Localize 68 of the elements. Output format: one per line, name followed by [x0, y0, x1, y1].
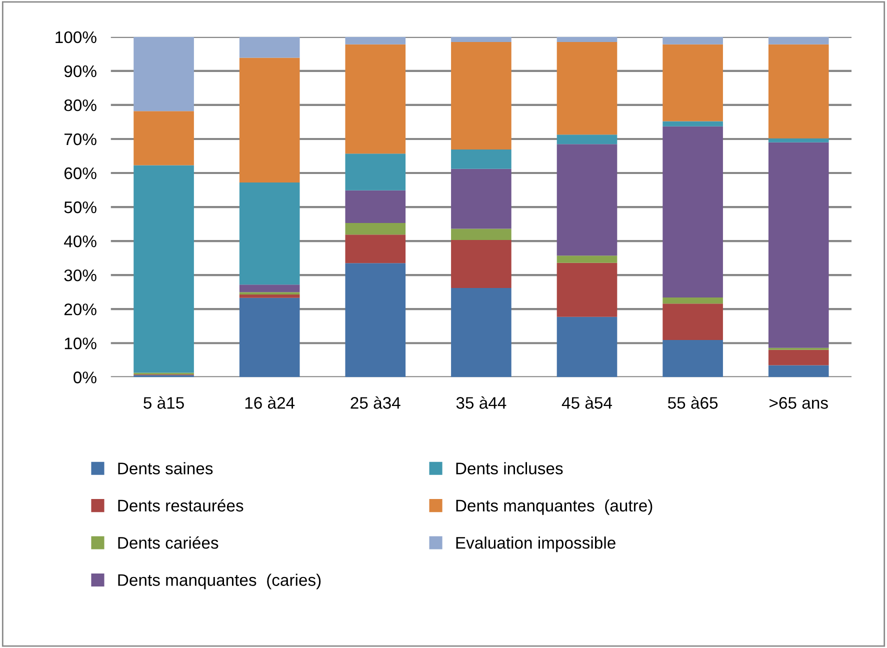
bar	[662, 298, 723, 304]
legend-label: Evaluation impossible	[456, 536, 616, 552]
bar	[556, 36, 618, 42]
bar	[239, 294, 300, 298]
y-tick-label: 30%	[64, 269, 96, 282]
legend-label: Dents manquantes (autre)	[456, 499, 652, 515]
bar	[662, 36, 723, 44]
x-tick-label: >65 ans	[770, 397, 828, 409]
bar	[134, 36, 194, 112]
bar	[239, 298, 300, 378]
y-tick-label: 50%	[64, 201, 96, 214]
bar	[556, 262, 618, 317]
x-tick-label: 45 à54	[562, 396, 612, 409]
bar	[345, 36, 406, 44]
y-tick-label: 70%	[64, 133, 96, 146]
bar	[134, 165, 194, 373]
bar	[451, 150, 512, 169]
bar	[345, 190, 406, 224]
y-tick-label: 40%	[64, 235, 96, 248]
bar	[662, 44, 723, 122]
bar	[662, 126, 723, 298]
y-tick-label: 20%	[64, 303, 96, 316]
bar	[768, 36, 829, 44]
bar	[239, 36, 300, 58]
legend-label: Dents saines	[118, 462, 213, 474]
y-tick-label: 10%	[64, 338, 96, 350]
bar	[451, 168, 512, 229]
y-tick-label: 0%	[74, 372, 96, 384]
bar	[556, 144, 618, 256]
bar	[768, 142, 829, 348]
bar	[662, 340, 723, 378]
x-tick-label: 55 à65	[668, 396, 718, 409]
x-tick-label: 16 à24	[245, 396, 295, 409]
bar	[239, 284, 300, 292]
bar	[345, 44, 406, 154]
bar	[768, 44, 829, 138]
y-tick-label: 90%	[64, 65, 96, 78]
bar	[239, 58, 300, 183]
bar	[662, 304, 723, 340]
bar	[451, 240, 512, 288]
legend-label: Dents manquantes (caries)	[118, 574, 321, 590]
x-tick-label: 35 à44	[456, 396, 506, 409]
bar	[768, 138, 829, 142]
bar	[451, 288, 512, 378]
x-tick-label: 5 à15	[144, 396, 184, 409]
y-tick-label: 100%	[56, 31, 96, 44]
bar	[345, 154, 406, 190]
bar	[345, 263, 406, 378]
y-tick-label: 80%	[64, 99, 96, 112]
legend-label: Dents restaurées	[118, 499, 244, 512]
bar	[768, 365, 829, 378]
y-tick-label: 60%	[64, 167, 96, 180]
legend-label: Dents incluses	[456, 462, 563, 474]
bar	[768, 350, 829, 366]
bar	[556, 256, 618, 263]
bar	[134, 111, 194, 166]
bar	[451, 36, 512, 42]
legend-label: Dents cariées	[118, 536, 218, 549]
bar	[556, 134, 618, 144]
x-tick-label: 25 à34	[350, 396, 400, 409]
bar	[345, 234, 406, 264]
bar	[662, 121, 723, 126]
bar	[345, 223, 406, 235]
bar	[451, 42, 512, 150]
bar	[239, 182, 300, 285]
bar	[451, 228, 512, 240]
bar	[556, 316, 618, 378]
bar	[556, 42, 618, 135]
